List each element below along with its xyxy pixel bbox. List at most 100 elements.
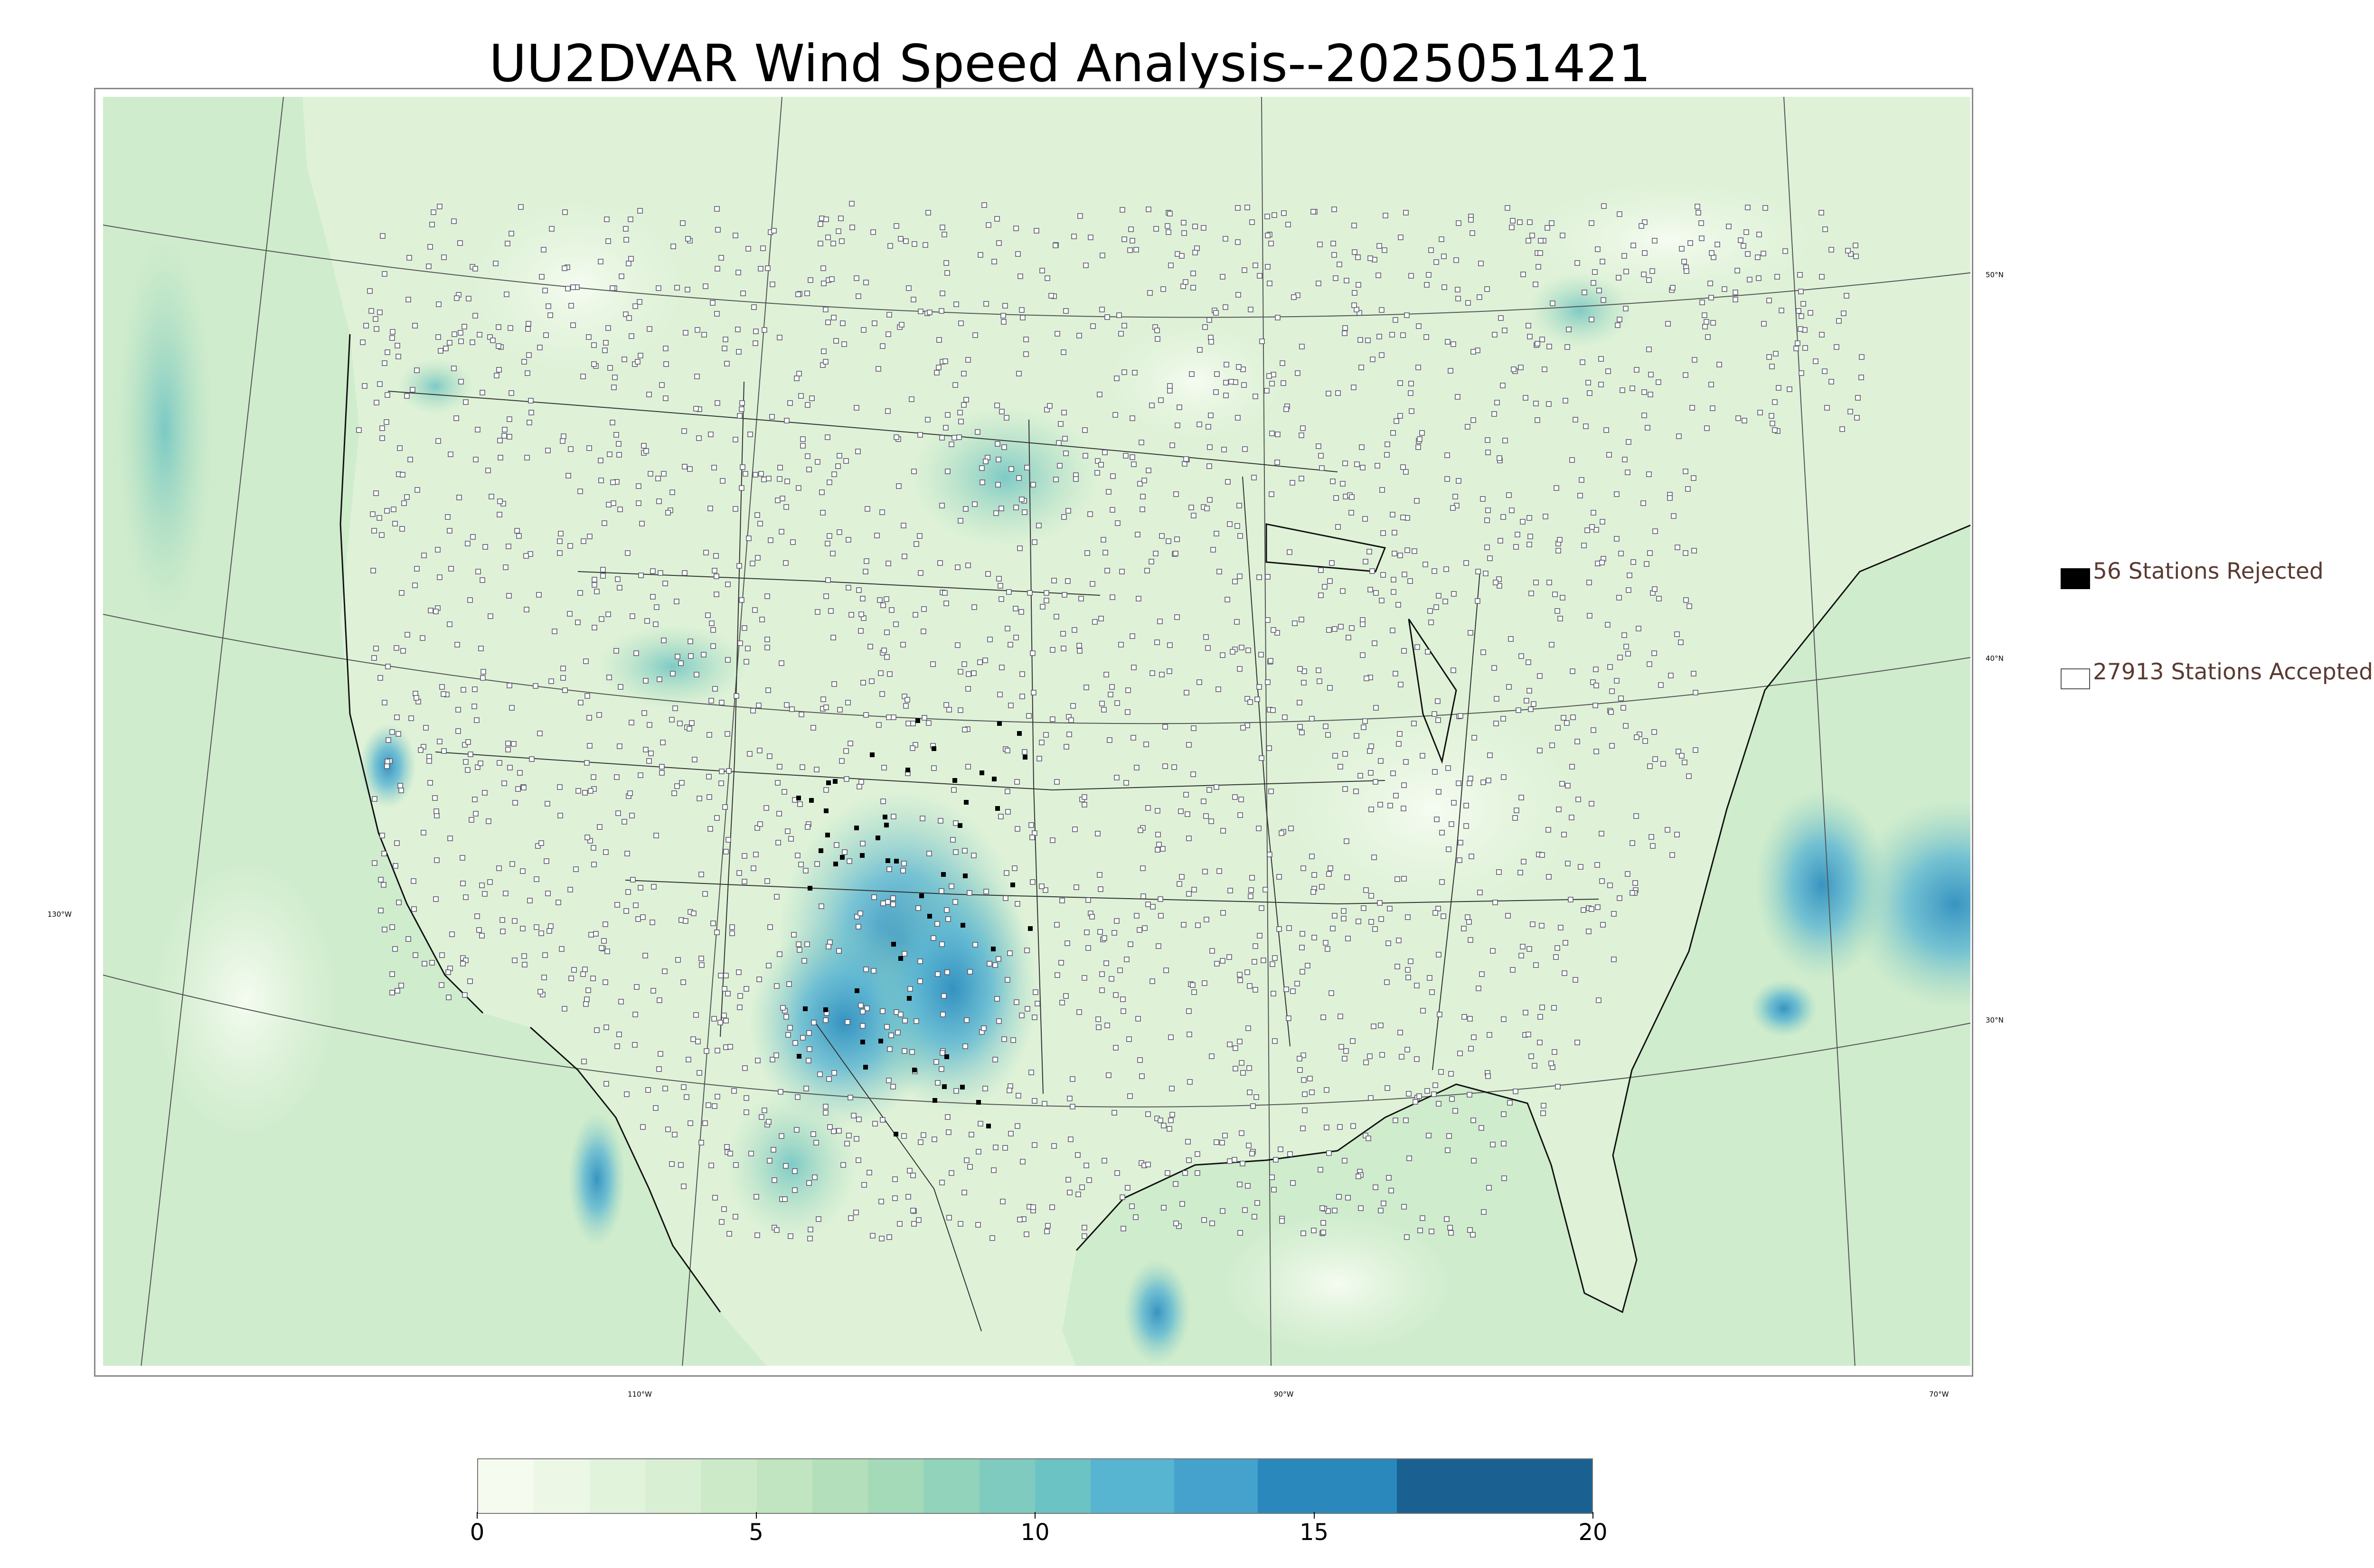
accepted-station-marker <box>628 216 633 222</box>
accepted-station-marker <box>1281 210 1287 216</box>
accepted-station-marker <box>447 340 452 346</box>
accepted-station-marker <box>1533 282 1538 287</box>
accepted-station-marker <box>1614 536 1620 542</box>
accepted-station-marker <box>898 1012 904 1017</box>
accepted-station-marker <box>958 518 963 524</box>
accepted-station-marker <box>1166 538 1171 544</box>
accepted-station-marker <box>598 259 603 264</box>
accepted-station-marker <box>1691 475 1696 481</box>
accepted-station-marker <box>925 417 931 423</box>
accepted-station-marker <box>996 1018 1002 1024</box>
accepted-station-marker <box>1068 717 1074 723</box>
accepted-station-marker <box>1537 1040 1543 1045</box>
accepted-station-marker <box>628 256 634 262</box>
accepted-station-marker <box>520 926 526 931</box>
accepted-station-marker <box>1054 779 1060 785</box>
accepted-station-marker <box>1548 1061 1554 1066</box>
accepted-station-marker <box>648 751 654 756</box>
accepted-station-marker <box>1346 635 1351 640</box>
accepted-station-marker <box>1259 755 1264 761</box>
accepted-station-marker <box>529 756 535 762</box>
accepted-station-marker <box>1186 836 1192 841</box>
accepted-station-marker <box>657 676 662 682</box>
accepted-station-marker <box>936 337 942 343</box>
accepted-station-marker <box>1367 255 1373 261</box>
accepted-station-marker <box>562 265 567 271</box>
accepted-station-marker <box>1528 1053 1534 1059</box>
accepted-station-marker <box>1196 422 1202 427</box>
accepted-station-marker <box>1035 1001 1040 1006</box>
accepted-station-marker <box>1043 732 1049 738</box>
accepted-station-marker <box>1526 238 1531 244</box>
accepted-station-marker <box>1733 290 1738 295</box>
accepted-station-marker <box>758 266 763 272</box>
accepted-station-marker <box>737 640 743 646</box>
accepted-station-marker <box>940 225 945 230</box>
accepted-station-marker <box>1227 1158 1233 1164</box>
accepted-station-marker <box>1206 787 1212 793</box>
map-canvas[interactable] <box>103 97 1970 1366</box>
accepted-station-marker <box>577 488 583 494</box>
accepted-station-marker <box>1280 360 1285 366</box>
accepted-station-marker <box>1335 524 1341 530</box>
accepted-station-marker <box>592 577 597 582</box>
accepted-station-marker <box>1448 1230 1454 1236</box>
accepted-station-marker <box>1214 1139 1219 1145</box>
accepted-station-marker <box>1220 910 1226 916</box>
accepted-station-marker <box>1318 453 1324 459</box>
accepted-station-marker <box>548 678 554 684</box>
accepted-station-marker <box>601 938 607 944</box>
accepted-station-marker <box>999 665 1005 670</box>
accepted-station-marker <box>1379 352 1385 358</box>
accepted-station-marker <box>1163 967 1169 973</box>
accepted-station-marker <box>675 654 680 659</box>
accepted-station-marker <box>1145 1111 1151 1117</box>
map-panel[interactable] <box>94 88 1973 1377</box>
accepted-station-marker <box>951 787 957 793</box>
accepted-station-marker <box>965 563 971 568</box>
accepted-station-marker <box>1429 989 1435 995</box>
accepted-station-marker <box>926 851 932 856</box>
accepted-station-marker <box>685 236 691 242</box>
colorbar-segment <box>701 1459 757 1513</box>
accepted-station-marker <box>1627 573 1632 578</box>
accepted-station-marker <box>846 585 851 591</box>
accepted-station-marker <box>629 813 635 818</box>
accepted-station-marker <box>1195 1151 1200 1157</box>
accepted-station-marker <box>1127 1093 1133 1099</box>
accepted-station-marker <box>473 811 479 817</box>
accepted-station-marker <box>496 865 502 871</box>
accepted-station-marker <box>1494 696 1499 702</box>
accepted-station-marker <box>1317 242 1323 247</box>
accepted-station-marker <box>1674 631 1680 637</box>
accepted-station-marker <box>1118 642 1124 648</box>
accepted-station-marker <box>373 316 378 322</box>
accepted-station-marker <box>1451 800 1457 806</box>
colorbar-tick-label: 20 <box>1578 1519 1608 1546</box>
accepted-station-marker <box>437 739 443 744</box>
accepted-station-marker <box>1190 771 1196 777</box>
accepted-station-marker <box>1487 752 1493 758</box>
accepted-station-marker <box>1102 935 1107 941</box>
accepted-station-marker <box>1024 465 1030 470</box>
accepted-station-marker <box>460 855 465 861</box>
accepted-station-marker <box>455 707 461 713</box>
accepted-station-marker <box>1614 678 1620 684</box>
accepted-station-marker <box>1044 598 1049 603</box>
accepted-station-marker <box>698 956 704 961</box>
accepted-station-marker <box>872 320 877 326</box>
accepted-station-marker <box>1186 742 1192 748</box>
accepted-station-marker <box>751 304 757 310</box>
accepted-station-marker <box>825 319 831 325</box>
accepted-station-marker <box>1225 479 1231 485</box>
accepted-station-marker <box>480 577 485 583</box>
accepted-station-marker <box>805 453 810 459</box>
accepted-station-marker <box>806 1030 812 1036</box>
accepted-station-marker <box>706 774 712 779</box>
accepted-station-marker <box>1853 254 1859 259</box>
accepted-station-marker <box>1276 926 1282 932</box>
accepted-station-marker <box>1798 326 1803 332</box>
accepted-station-marker <box>1477 294 1482 300</box>
accepted-station-marker <box>1756 275 1762 281</box>
accepted-station-marker <box>1526 515 1532 521</box>
